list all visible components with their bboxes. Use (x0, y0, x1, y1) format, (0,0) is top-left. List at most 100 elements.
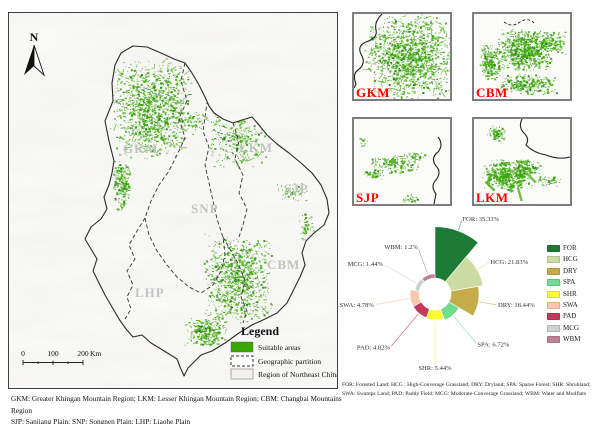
scale-bar: 0 100 200 Km (21, 349, 101, 365)
chart-legend-swatch-SWA (547, 301, 560, 309)
map-legend-swatch-partition (230, 355, 254, 367)
scale-unit: Km (90, 349, 101, 358)
inset-panel-gkm: GKM (352, 12, 452, 101)
map-legend-item-label: Geographic partition (258, 357, 321, 366)
inset-cbm-partition (503, 19, 535, 26)
inset-label-sjp: SJP (356, 190, 380, 205)
map-legend-swatch-region (230, 368, 254, 380)
scale-tick-label: 200 (77, 349, 89, 358)
chart-legend-swatch-MCG (547, 324, 560, 332)
inset-gkm-boundary (354, 14, 383, 89)
chart-legend-item-FOR: FOR (547, 245, 597, 252)
chart-legend-label: FOR (563, 244, 577, 252)
inset-lkm-suitable-areas (482, 125, 562, 202)
chart-legend-label: SHR (563, 289, 577, 298)
scale-tick-label: 100 (47, 349, 59, 358)
chart-data-label-HCG: HCG: 21.83% (490, 259, 528, 266)
chart-legend-label: SPA (563, 278, 576, 287)
rose-chart: FOR: 35.33% HCG: 21.83% DRY: 18.44% SPA: 6.… (339, 216, 535, 372)
chart-legend: FOR HCG DRY SPA SHR SWA PAD MCG WBM (547, 245, 597, 348)
region-label-gkm: GKM (123, 141, 159, 156)
chart-leader-SPA (453, 315, 477, 344)
map-legend-title: Legend (241, 324, 279, 338)
inset-gkm-suitable-areas (362, 14, 450, 99)
caption-left-line2: SJP: Sanjiang Plain; SNP: Songnen Plain;… (11, 417, 191, 424)
main-map-panel: GKM LKM SJP SNP CBM LHP N 0 100 200 Km Legend Su… (8, 12, 340, 389)
inset-label-gkm: GKM (356, 85, 390, 100)
region-label-cbm: CBM (267, 257, 300, 272)
chart-legend-item-SWA: SWA (547, 300, 597, 309)
map-legend-swatch-suitable (230, 341, 254, 353)
inset-panel-cbm: CBM (472, 12, 572, 101)
chart-data-label-FOR: FOR: 35.33% (462, 216, 499, 223)
map-legend-item-label: Region of Northeast China (258, 370, 337, 379)
chart-leader-HCG (477, 262, 489, 270)
inset-panel-lkm: LKM (472, 117, 572, 206)
chart-leader-FOR (458, 220, 463, 230)
chart-legend-swatch-SPA (547, 279, 560, 287)
chart-legend-label: SWA (563, 300, 578, 309)
chart-legend-swatch-WBM (547, 336, 560, 344)
chart-legend-label: PAD (563, 312, 577, 321)
chart-wedge-HCG (444, 256, 484, 292)
chart-leader-WBM (418, 248, 429, 275)
caption-landuse-abbreviations: FOR: Forested Land; HCG : High-Converage… (342, 381, 598, 398)
chart-leader-SWA (375, 298, 410, 305)
chart-leader-MCG (384, 264, 417, 284)
chart-legend-swatch-FOR (547, 245, 560, 252)
chart-legend-swatch-HCG (547, 256, 560, 264)
geographic-partition-lines (124, 62, 248, 324)
northeast-china-boundary (84, 45, 330, 377)
chart-data-label-WBM: WBM: 1.2% (384, 244, 418, 251)
chart-data-label-SHR: SHR: 5.44% (418, 365, 452, 372)
chart-data-label-SPA: SPA: 6.72% (477, 342, 510, 349)
inset-panel-sjp: SJP (352, 117, 452, 206)
north-arrow-icon: N (24, 30, 45, 77)
inset-lkm-boundary (519, 119, 570, 159)
chart-legend-label: MCG (563, 323, 579, 332)
chart-wedge-FOR (434, 226, 479, 283)
inset-label-lkm: LKM (476, 190, 509, 205)
chart-legend-item-MCG: MCG (547, 323, 597, 332)
chart-data-label-PAD: PAD: 4.82% (357, 345, 391, 352)
chart-legend-swatch-DRY (547, 267, 560, 275)
chart-legend-item-HCG: HCG (547, 255, 597, 264)
region-labels: GKM LKM SJP SNP CBM LHP (123, 140, 309, 300)
inset-sjp-boundary (432, 136, 442, 204)
main-map: GKM LKM SJP SNP CBM LHP N 0 100 200 Km Legend Su… (9, 13, 340, 388)
chart-data-label-SWA: SWA: 4.78% (339, 302, 374, 309)
region-label-lkm: LKM (239, 140, 273, 155)
chart-leader-PAD (391, 313, 419, 347)
chart-wedge-DRY (448, 286, 480, 317)
chart-legend-item-SPA: SPA (547, 278, 597, 287)
inset-sjp-suitable-areas (359, 137, 427, 203)
suitable-areas-layer (110, 58, 315, 346)
caption-right-line2: SWA: Swamps Land; PAD: Paddy Field; MCG:… (342, 390, 586, 397)
chart-leader-DRY (479, 301, 497, 306)
chart-legend-label: WBM (563, 335, 581, 344)
inset-label-cbm: CBM (476, 85, 508, 100)
inset-cbm-suitable-areas (479, 28, 567, 96)
chart-legend-item-DRY: DRY (547, 266, 597, 275)
region-label-snp: SNP (191, 201, 219, 216)
chart-legend-item-WBM: WBM (547, 335, 597, 344)
chart-wedge-WBM (421, 273, 436, 283)
scale-tick-label: 0 (21, 349, 25, 358)
chart-legend-swatch-SHR (547, 290, 560, 298)
chart-legend-label: HCG (563, 255, 578, 264)
caption-right-line1: FOR: Forested Land; HCG : High-Converage… (342, 382, 591, 388)
region-label-lhp: LHP (135, 285, 165, 300)
chart-legend-label: DRY (563, 266, 578, 275)
north-label: N (30, 30, 39, 44)
caption-map-abbreviations: GKM: Greater Khingan Mountain Region; LK… (11, 393, 343, 424)
region-label-sjp: SJP (284, 181, 309, 196)
chart-data-label-MCG: MCG: 1.44% (347, 261, 383, 268)
chart-legend-item-PAD: PAD (547, 312, 597, 321)
map-legend-item-label: Suitable areas (258, 343, 300, 352)
chart-legend-swatch-PAD (547, 313, 560, 321)
rose-chart-panel: FOR: 35.33% HCG: 21.83% DRY: 18.44% SPA: 6.… (338, 208, 552, 382)
chart-data-label-DRY: DRY: 18.44% (498, 302, 535, 309)
map-legend: Legend Suitable areas Geographic partitio… (230, 324, 340, 380)
chart-legend-item-SHR: SHR (547, 289, 597, 298)
